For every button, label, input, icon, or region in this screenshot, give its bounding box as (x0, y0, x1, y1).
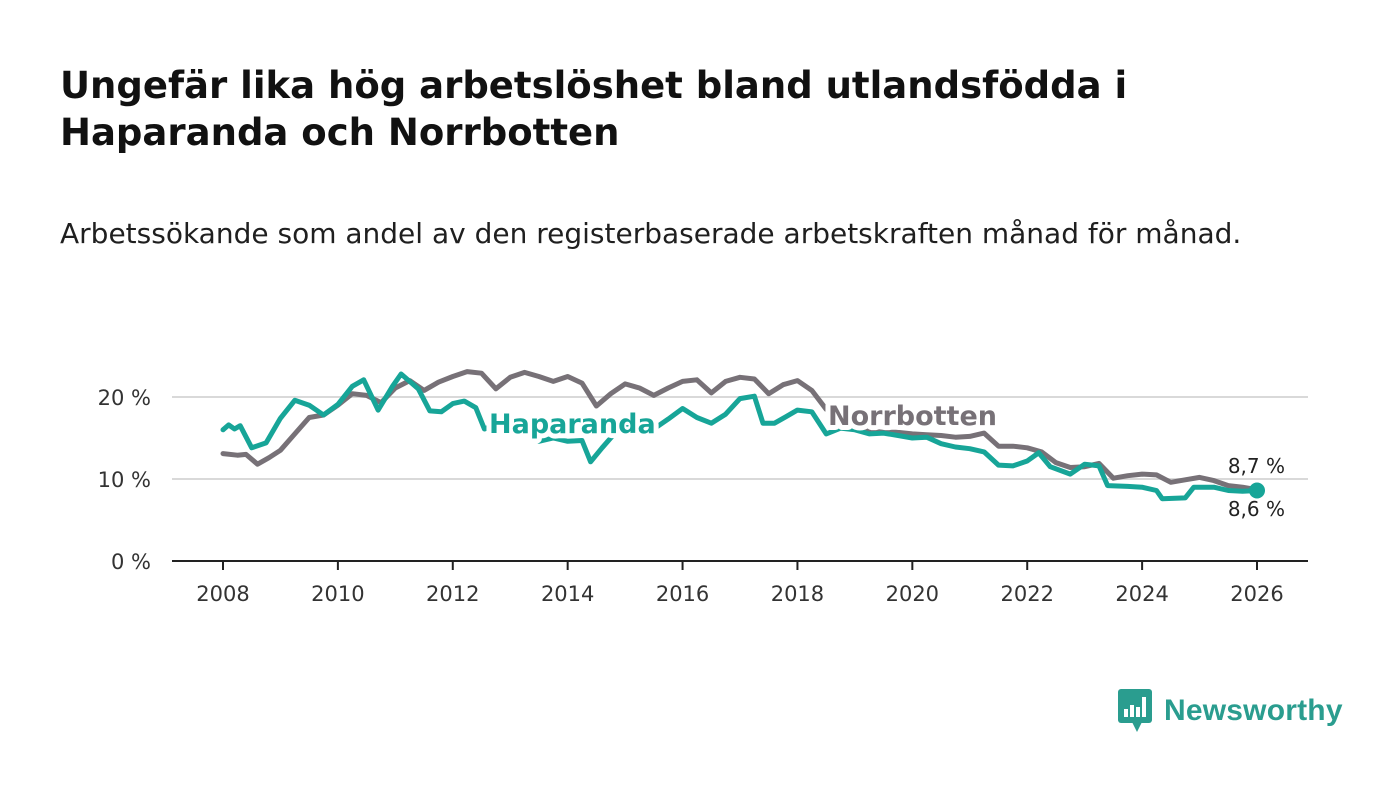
chart-subtitle: Arbetssökande som andel av den registerb… (60, 217, 1242, 250)
chart-title: Ungefär lika hög arbetslöshet bland utla… (60, 64, 1128, 154)
series-label-norrbotten: Norrbotten (828, 401, 997, 432)
gridlines (172, 396, 1308, 480)
y-axis: 0 % 10 % 20 % (98, 386, 151, 574)
x-tick-label: 2024 (1115, 582, 1168, 606)
series-label-haparanda: Haparanda (489, 409, 656, 440)
x-tick-label: 2014 (541, 582, 594, 606)
end-label-norrbotten: 8,7 % (1228, 454, 1285, 478)
y-tick-label: 10 % (98, 468, 151, 492)
x-tick-label: 2008 (196, 582, 249, 606)
bar-chart-speech-bubble-icon (1118, 689, 1152, 732)
end-point-haparanda (1249, 482, 1265, 499)
x-axis: 2008 2010 2012 2014 2016 2018 2020 2022 2024 2026 (172, 560, 1308, 606)
x-tick-label: 2012 (426, 582, 479, 606)
brand[interactable]: Newsworthy (1118, 689, 1343, 733)
x-tick-label: 2010 (311, 582, 364, 606)
x-tick-label: 2022 (1000, 582, 1053, 606)
y-tick-label: 0 % (111, 550, 151, 574)
series-lines (220, 369, 1265, 502)
x-tick-label: 2018 (771, 582, 824, 606)
x-tick-label: 2016 (656, 582, 709, 606)
x-tick-label: 2020 (886, 582, 939, 606)
x-tick-label: 2026 (1230, 582, 1283, 606)
end-label-haparanda: 8,6 % (1228, 497, 1285, 521)
series-line-haparanda (220, 371, 1260, 502)
series-labels: Haparanda Norrbotten 8,7 % 8,6 % (484, 396, 1285, 521)
y-tick-label: 20 % (98, 386, 151, 410)
brand-name: Newsworthy (1164, 694, 1343, 727)
